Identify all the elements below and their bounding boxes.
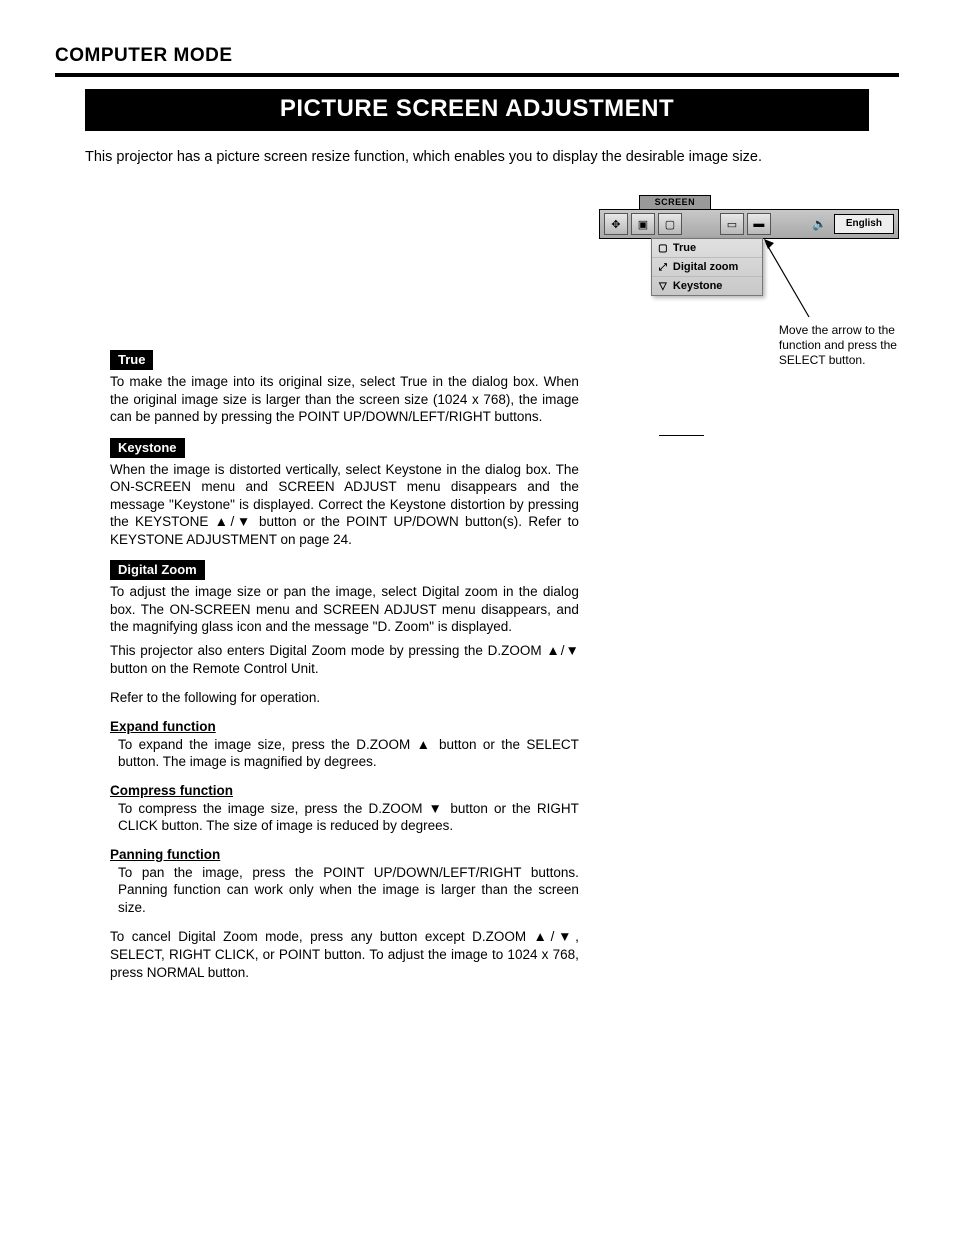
keystone-body: When the image is distorted vertically, … [110, 461, 579, 549]
zoom-icon: ⤢ [657, 262, 669, 273]
keystone-icon: ▽ [657, 281, 669, 292]
toolbar-window1-icon[interactable]: ▣ [631, 213, 655, 235]
dropdown-item-label: True [673, 242, 696, 254]
divider [55, 73, 899, 77]
toolbar: ✥ ▣ ▢ ▭ ▬ 🔊 English [599, 209, 899, 239]
section-banner: PICTURE SCREEN ADJUSTMENT [85, 89, 869, 131]
screen-dropdown: ▢ True ⤢ Digital zoom ▽ Keystone [651, 238, 763, 296]
dropdown-item-label: Digital zoom [673, 261, 738, 273]
dropdown-item-keystone[interactable]: ▽ Keystone [652, 276, 762, 295]
panning-body: To pan the image, press the POINT UP/DOW… [118, 864, 579, 917]
true-section: True To make the image into its original… [110, 350, 579, 426]
sound-icon[interactable]: 🔊 [809, 214, 831, 234]
digital-zoom-refer: Refer to the following for operation. [110, 689, 579, 707]
keystone-pill: Keystone [110, 438, 185, 458]
digital-zoom-body1: To adjust the image size or pan the imag… [110, 583, 579, 636]
expand-body: To expand the image size, press the D.ZO… [118, 736, 579, 771]
small-rule [659, 435, 704, 436]
dropdown-item-digital-zoom[interactable]: ⤢ Digital zoom [652, 257, 762, 276]
dropdown-item-true[interactable]: ▢ True [652, 239, 762, 257]
toolbar-rect1-icon[interactable]: ▭ [720, 213, 744, 235]
toolbar-window2-icon[interactable]: ▢ [658, 213, 682, 235]
square-icon: ▢ [657, 243, 669, 254]
toolbar-move-icon[interactable]: ✥ [604, 213, 628, 235]
cancel-body: To cancel Digital Zoom mode, press any b… [110, 928, 579, 981]
mode-heading: COMPUTER MODE [55, 45, 899, 67]
digital-zoom-section: Digital Zoom To adjust the image size or… [110, 560, 579, 981]
intro-text: This projector has a picture screen resi… [85, 149, 869, 165]
panning-heading: Panning function [110, 847, 579, 862]
digital-zoom-pill: Digital Zoom [110, 560, 205, 580]
language-button[interactable]: English [834, 214, 894, 234]
keystone-section: Keystone When the image is distorted ver… [110, 438, 579, 549]
callout-text: Move the arrow to the function and press… [779, 323, 929, 368]
digital-zoom-body2: This projector also enters Digital Zoom … [110, 642, 579, 677]
callout-arrow-icon [764, 239, 814, 319]
true-pill: True [110, 350, 153, 370]
compress-body: To compress the image size, press the D.… [118, 800, 579, 835]
toolbar-rect2-icon[interactable]: ▬ [747, 213, 771, 235]
dropdown-item-label: Keystone [673, 280, 723, 292]
compress-heading: Compress function [110, 783, 579, 798]
true-body: To make the image into its original size… [110, 373, 579, 426]
expand-heading: Expand function [110, 719, 579, 734]
screen-tab[interactable]: SCREEN [639, 195, 711, 210]
